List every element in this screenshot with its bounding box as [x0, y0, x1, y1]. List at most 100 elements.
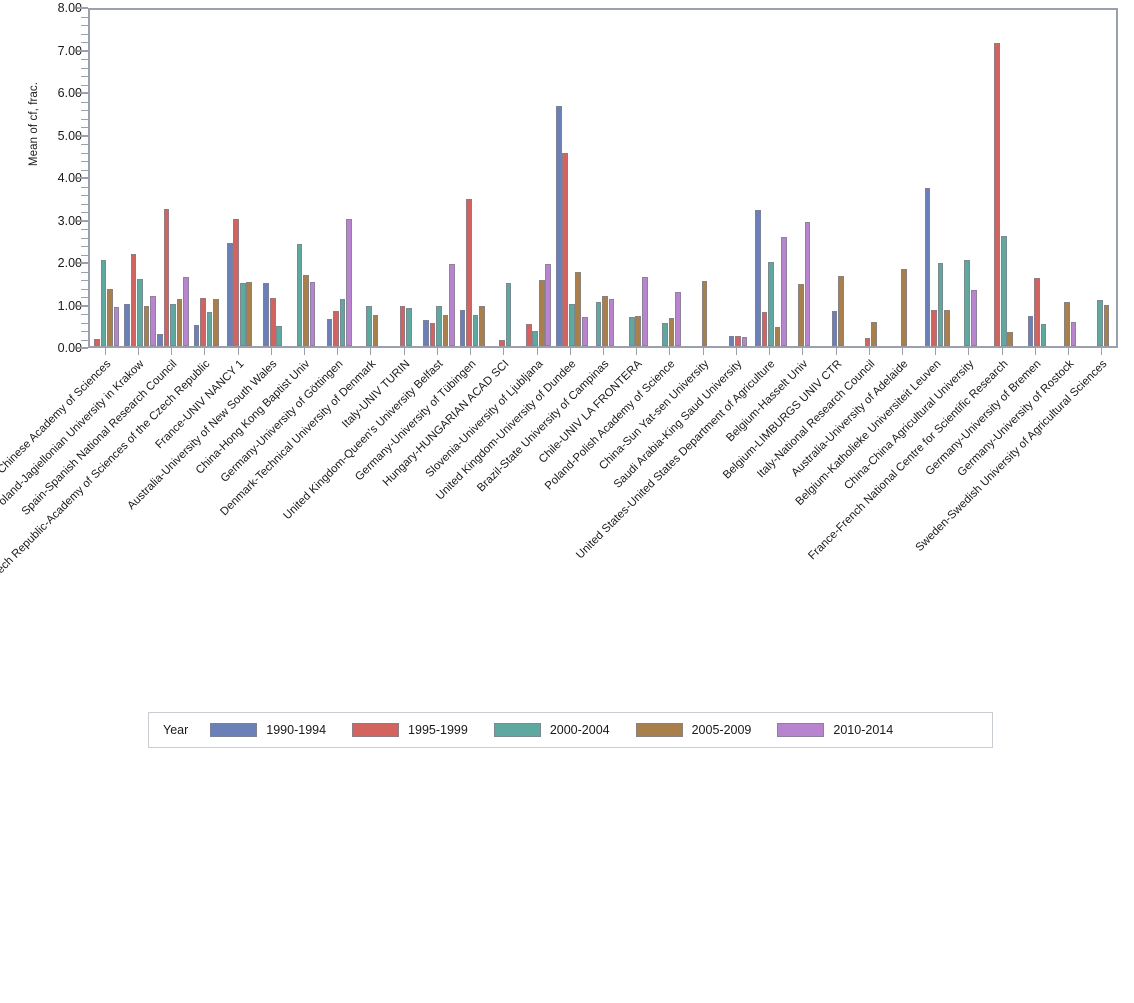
legend-label: 2000-2004: [549, 723, 610, 737]
legend-entry[interactable]: 2010-2014: [777, 723, 893, 737]
bar: [176, 298, 183, 346]
bar: [768, 262, 774, 346]
bar: [137, 278, 143, 346]
legend-label: 2010-2014: [833, 723, 894, 737]
bar: [309, 282, 316, 346]
y-tick-minor: [81, 339, 88, 341]
y-tick-label: 1.00: [57, 298, 82, 313]
x-tick: [1034, 348, 1036, 355]
y-tick-label: 2.00: [57, 256, 82, 270]
y-tick-minor: [81, 212, 88, 213]
y-tick-minor: [81, 110, 88, 111]
bar: [555, 105, 562, 346]
x-tick: [802, 348, 804, 355]
bar: [276, 326, 283, 346]
bar: [901, 269, 907, 346]
x-tick: [337, 348, 339, 355]
bar: [735, 335, 741, 346]
y-tick-minor: [81, 288, 88, 290]
legend-entry[interactable]: 2005-2009: [635, 723, 751, 737]
y-tick-minor: [81, 25, 88, 26]
x-tick: [137, 348, 139, 355]
y-tick-major: [77, 262, 88, 264]
x-tick: [370, 348, 372, 355]
y-tick-label: 6.00: [57, 86, 82, 100]
legend-swatch: [493, 723, 541, 737]
legend-label: 1990-1994: [266, 723, 327, 737]
x-tick: [1001, 348, 1003, 355]
bar: [505, 283, 512, 346]
bar: [157, 334, 163, 346]
bar: [970, 290, 977, 346]
bar: [339, 299, 346, 346]
x-tick: [569, 348, 571, 355]
bar: [798, 284, 804, 346]
bar: [1007, 332, 1013, 346]
bar: [466, 198, 472, 346]
y-tick-major: [77, 219, 88, 222]
bar: [423, 320, 429, 346]
chart-root: Mean of cf, frac. 0.00 1.00 2.00 3.00 4.00 5.…: [0, 1, 1118, 748]
bar: [937, 262, 944, 346]
x-tick: [270, 348, 272, 355]
bar: [346, 218, 352, 346]
bar: [538, 279, 545, 346]
bar: [741, 336, 748, 346]
bar: [303, 275, 309, 346]
bar: [964, 260, 971, 346]
y-tick-minor: [81, 280, 88, 281]
x-tick: [1101, 348, 1103, 355]
bar: [568, 303, 575, 346]
y-tick-minor: [81, 271, 88, 273]
bar: [668, 317, 675, 346]
bar: [333, 310, 339, 346]
bar: [545, 263, 552, 346]
x-tick: [835, 348, 837, 355]
bar: [233, 219, 240, 346]
legend-swatch: [352, 723, 400, 737]
y-tick-minor: [81, 76, 88, 77]
x-tick: [171, 348, 173, 355]
x-tick: [237, 348, 239, 355]
legend-entries: 1990-1994 1995-1999 2000-2004 2005-2009 2010…: [210, 723, 919, 737]
y-tick-minor: [81, 127, 88, 128]
bar: [326, 319, 333, 346]
bar: [675, 291, 681, 346]
bar: [143, 306, 150, 346]
y-tick-minor: [81, 118, 88, 120]
plot-area: [88, 8, 1118, 348]
y-tick-minor: [81, 229, 88, 230]
bar: [755, 209, 761, 346]
bar: [761, 312, 768, 346]
bar: [532, 330, 539, 346]
legend-entry[interactable]: 2000-2004: [493, 723, 610, 737]
bar: [864, 338, 871, 346]
y-tick-minor: [81, 16, 88, 18]
bar: [1000, 235, 1007, 346]
legend-label: 1995-1999: [408, 723, 468, 737]
bar: [781, 236, 787, 346]
y-tick-label: 5.00: [57, 128, 82, 143]
bar: [296, 244, 303, 346]
x-tick: [735, 348, 737, 355]
y-tick-minor: [81, 42, 88, 43]
y-tick-major: [77, 134, 88, 137]
bar: [838, 275, 844, 346]
y-tick-minor: [81, 254, 88, 256]
bar: [226, 243, 233, 346]
legend-swatch: [635, 723, 683, 737]
bar: [442, 314, 449, 346]
bar: [479, 305, 485, 346]
legend-swatch: [777, 723, 825, 737]
y-tick-major: [77, 7, 88, 9]
bar: [1040, 324, 1047, 346]
y-tick-label: 8.00: [57, 1, 82, 15]
y-tick-minor: [81, 169, 88, 171]
bar: [372, 314, 379, 346]
legend-entry[interactable]: 1990-1994: [210, 723, 326, 737]
legend-entry[interactable]: 1995-1999: [352, 723, 468, 737]
bar: [1064, 301, 1070, 346]
x-tick: [303, 348, 305, 355]
x-tick: [104, 348, 106, 355]
bar: [163, 208, 170, 346]
